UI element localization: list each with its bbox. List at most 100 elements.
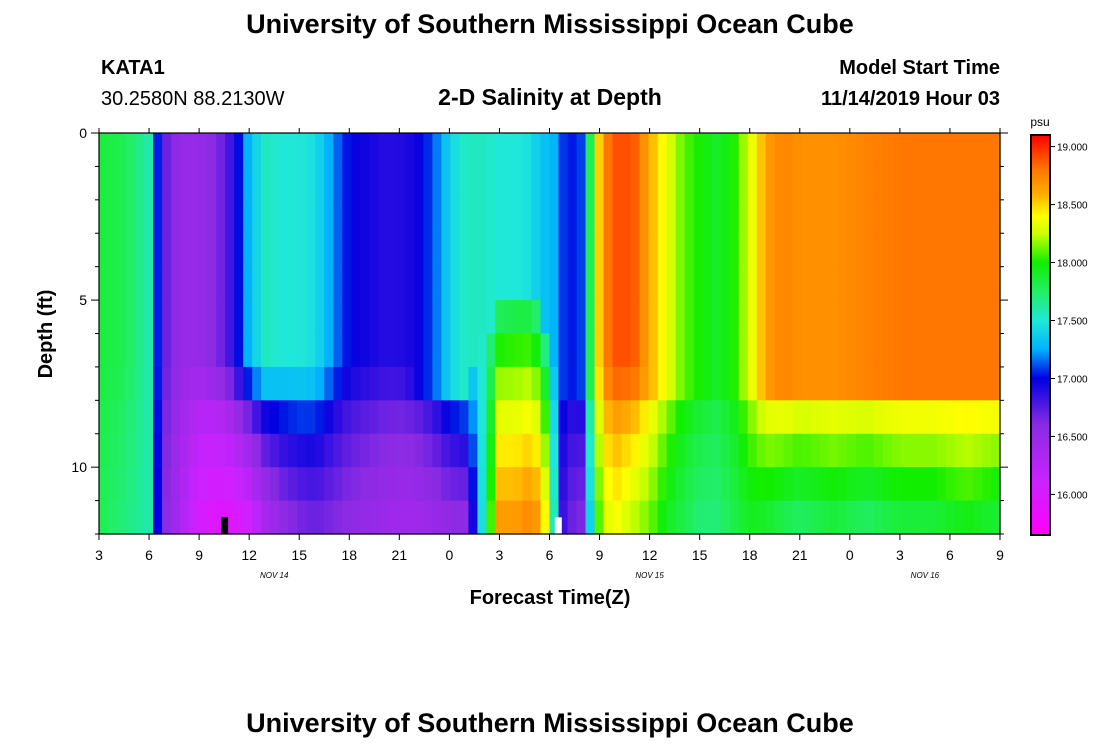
heatmap-cell — [792, 300, 803, 335]
heatmap-cell — [720, 300, 731, 335]
heatmap-cell — [288, 199, 298, 234]
heatmap-cell — [315, 133, 325, 168]
heatmap-cell — [333, 467, 343, 502]
heatmap-cell — [603, 433, 614, 468]
heatmap-cell — [126, 400, 136, 435]
heatmap-cell — [819, 366, 830, 401]
heatmap-cell — [729, 233, 740, 268]
x-tick-label: 6 — [546, 547, 554, 563]
heatmap-cell — [783, 300, 794, 335]
heatmap-cell — [810, 199, 821, 234]
heatmap-cell — [855, 333, 866, 368]
heatmap-cell — [513, 233, 524, 268]
heatmap-cell — [927, 133, 938, 168]
heatmap-cell — [900, 366, 911, 401]
heatmap-cell — [135, 266, 145, 301]
heatmap-cell — [531, 266, 542, 301]
heatmap-cell — [270, 166, 280, 201]
heatmap-cell — [198, 500, 208, 535]
heatmap-cell — [549, 366, 560, 401]
heatmap-cell — [360, 333, 370, 368]
heatmap-cell — [981, 266, 992, 301]
heatmap-cell — [702, 500, 713, 535]
heatmap-cell — [99, 233, 109, 268]
heatmap-cell — [774, 233, 785, 268]
heatmap-cell — [153, 166, 163, 201]
heatmap-cell — [477, 366, 488, 401]
heatmap-cell — [819, 433, 830, 468]
heatmap-cell — [315, 333, 325, 368]
heatmap-cell — [306, 166, 316, 201]
heatmap-cell — [153, 433, 163, 468]
heatmap-cell — [855, 433, 866, 468]
heatmap-cell — [486, 433, 497, 468]
heatmap-cell — [954, 433, 965, 468]
heatmap-cell — [351, 500, 361, 535]
heatmap-cell — [252, 166, 262, 201]
heatmap-cell — [756, 300, 767, 335]
heatmap-cell — [819, 467, 830, 502]
colorbar: psu 19.000 18.500 18.000 17.500 17.000 16.500… — [1030, 115, 1088, 536]
heatmap-cell — [981, 166, 992, 201]
heatmap-cell — [306, 467, 316, 502]
heatmap-cell — [279, 266, 289, 301]
heatmap-cell — [459, 467, 470, 502]
heatmap-cell — [981, 199, 992, 234]
heatmap-cell — [450, 333, 460, 368]
heatmap-cell — [873, 166, 884, 201]
heatmap-cell — [360, 500, 370, 535]
heatmap-cell — [594, 199, 605, 234]
heatmap-cell — [810, 166, 821, 201]
heatmap-cell — [108, 366, 118, 401]
heatmap-cell — [216, 233, 226, 268]
heatmap-cell — [126, 266, 136, 301]
heatmap-cell — [108, 266, 118, 301]
heatmap-cell — [972, 266, 983, 301]
heatmap-cell — [198, 199, 208, 234]
heatmap-cell — [144, 467, 154, 502]
heatmap-cell — [342, 433, 352, 468]
heatmap-cell — [963, 500, 974, 535]
heatmap-cell — [243, 133, 253, 168]
heatmap-cell — [810, 300, 821, 335]
heatmap-cell — [486, 366, 497, 401]
heatmap-cell — [504, 433, 515, 468]
heatmap-cell — [360, 166, 370, 201]
heatmap-cell — [990, 300, 1001, 335]
heatmap-cell — [342, 333, 352, 368]
x-tick-label: 18 — [742, 547, 758, 563]
heatmap-cell — [585, 233, 596, 268]
x-tick-label: 9 — [996, 547, 1004, 563]
heatmap-cell — [180, 166, 190, 201]
heatmap-cell — [441, 266, 451, 301]
heatmap-cell — [639, 199, 650, 234]
heatmap-cell — [702, 199, 713, 234]
heatmap-cell — [342, 467, 352, 502]
heatmap-cell — [684, 467, 695, 502]
heatmap-cell — [261, 366, 271, 401]
heatmap-cell — [468, 166, 479, 201]
heatmap-cell — [405, 233, 415, 268]
heatmap-cell — [837, 166, 848, 201]
heatmap-cell — [900, 433, 911, 468]
x-axis: 3 6 9 12 15 18 21 0 3 6 9 12 15 18 21 0 3 6 9 NOV 14 NOV 15 N… — [95, 128, 1004, 580]
heatmap-cell — [99, 433, 109, 468]
heatmap-cell — [936, 433, 947, 468]
heatmap-cell — [621, 400, 632, 435]
heatmap-cell — [873, 266, 884, 301]
heatmap-cell — [162, 400, 172, 435]
heatmap-cell — [873, 433, 884, 468]
heatmap-cell — [423, 166, 433, 201]
heatmap-cell — [675, 233, 686, 268]
heatmap-cell — [954, 400, 965, 435]
heatmap-cell — [216, 199, 226, 234]
heatmap-cell — [711, 133, 722, 168]
heatmap-cell — [405, 199, 415, 234]
heatmap-cell — [378, 333, 388, 368]
heatmap-cell — [846, 333, 857, 368]
heatmap-cell — [486, 133, 497, 168]
heatmap-cell — [567, 400, 578, 435]
heatmap-cell — [576, 500, 587, 535]
heatmap-cell — [315, 500, 325, 535]
heatmap-cell — [630, 133, 641, 168]
